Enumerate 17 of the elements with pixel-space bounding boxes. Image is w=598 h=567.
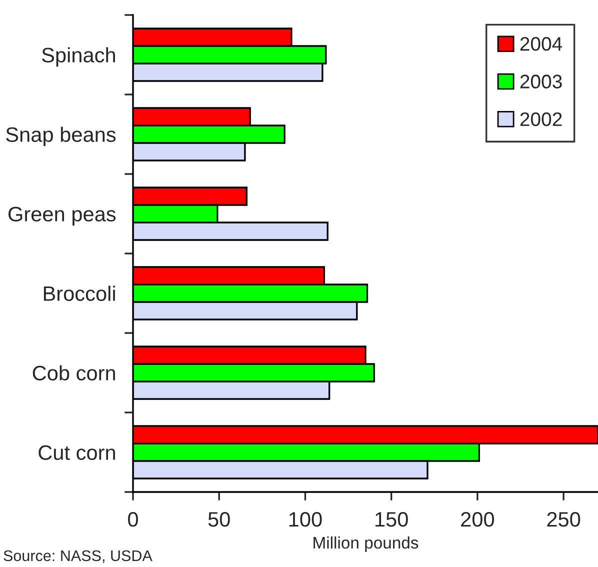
legend-label: 2002 (520, 112, 562, 126)
y-tick-label: Spinach (42, 47, 115, 67)
y-tick-label: Snap beans (6, 126, 116, 146)
y-tick-label: Broccoli (44, 286, 115, 302)
x-tick-label: 250 (547, 512, 580, 527)
x-tick-label: 200 (461, 512, 494, 527)
y-tick-label: Cut corn (38, 445, 115, 460)
y-tick-label: Cob corn (32, 365, 115, 381)
x-tick-label: 150 (376, 512, 408, 527)
legend-label: 2004 (520, 37, 562, 51)
x-tick-label: 50 (208, 512, 230, 527)
y-tick-label: Green peas (8, 206, 116, 226)
legend-label: 2003 (520, 74, 562, 88)
source-note: Source: NASS, USDA (4, 550, 152, 563)
x-tick-label: 0 (128, 512, 138, 527)
x-axis-title: Million pounds (314, 536, 418, 552)
x-tick-label: 100 (289, 512, 322, 527)
